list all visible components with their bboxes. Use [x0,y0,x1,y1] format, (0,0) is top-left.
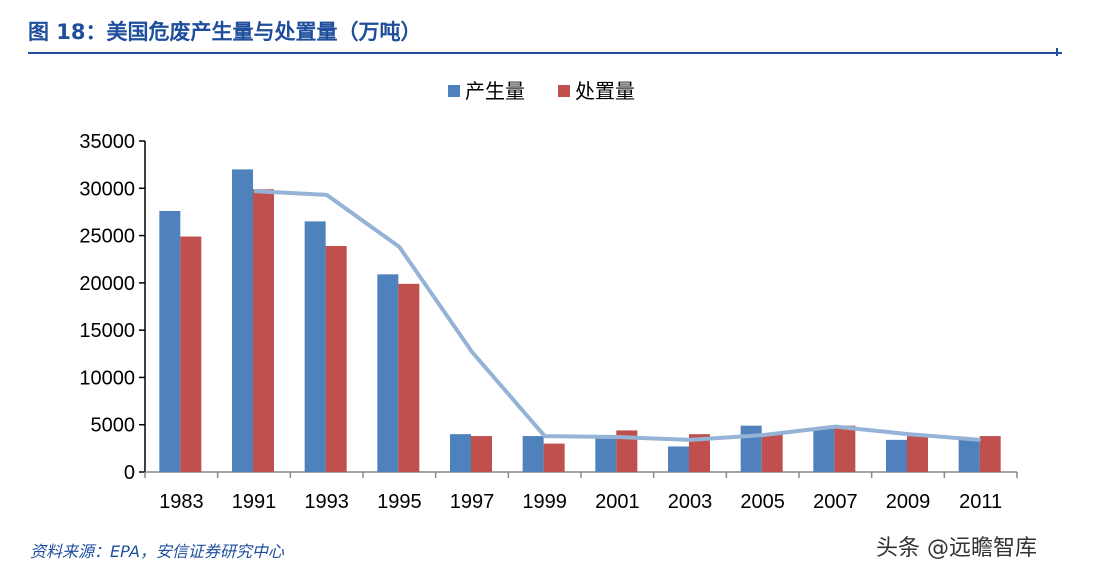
y-tick-label: 10000 [79,367,135,389]
trend-line [253,189,981,442]
bar-disposed [834,425,856,472]
x-tick-label: 2003 [668,491,713,513]
bar-generated [813,427,835,472]
bar-generated [668,446,689,472]
bar-generated [450,434,471,472]
bar-generated [595,437,617,472]
bar-disposed [543,443,565,472]
source-note: 资料来源：EPA，安信证券研究中心 [30,542,284,561]
x-tick-label: 2011 [959,491,1002,513]
bar-generated [886,439,907,472]
y-tick-label: 20000 [79,273,135,295]
bar-disposed [907,434,928,472]
x-tick-label: 2009 [886,491,931,513]
bar-disposed [471,436,492,472]
y-tick-label: 25000 [79,226,135,248]
x-tick-label: 1991 [232,491,277,513]
bar-generated [232,169,253,472]
bar-disposed [325,245,347,472]
y-tick-label: 35000 [79,131,135,153]
bar-generated [304,221,326,472]
watermark: 头条 @远瞻智库 [876,536,1037,561]
bar-generated [740,425,762,472]
bar-disposed [761,434,783,472]
bar-generated [159,210,181,473]
figure-title: 图 18：美国危废产生量与处置量（万吨） [28,20,422,44]
x-tick-label: 1997 [450,491,495,513]
x-tick-label: 1983 [159,491,204,513]
y-tick-label: 15000 [79,320,135,342]
x-tick-label: 2001 [595,491,640,513]
x-tick-label: 2007 [813,491,858,513]
title-rule-end [1056,48,1058,56]
legend-swatch [448,85,460,97]
bar-disposed [398,283,420,472]
x-tick-label: 2005 [740,491,785,513]
bar-generated [958,439,980,472]
x-tick-label: 1993 [304,491,349,513]
x-tick-label: 1995 [377,491,422,513]
legend-swatch [558,85,570,97]
bar-disposed [180,236,202,472]
legend-label: 处置量 [575,79,635,103]
x-tick-label: 1999 [522,491,567,513]
legend-label: 产生量 [465,79,525,103]
y-tick-label: 0 [124,462,135,484]
bar-disposed [979,436,1001,472]
bar-generated [522,436,544,472]
bar-generated [377,274,399,472]
bar-disposed [616,430,638,472]
bar-disposed [689,434,710,472]
y-tick-label: 5000 [91,415,136,437]
title-rule [28,52,1062,54]
bar-disposed [253,189,274,472]
y-tick-label: 30000 [79,178,135,200]
